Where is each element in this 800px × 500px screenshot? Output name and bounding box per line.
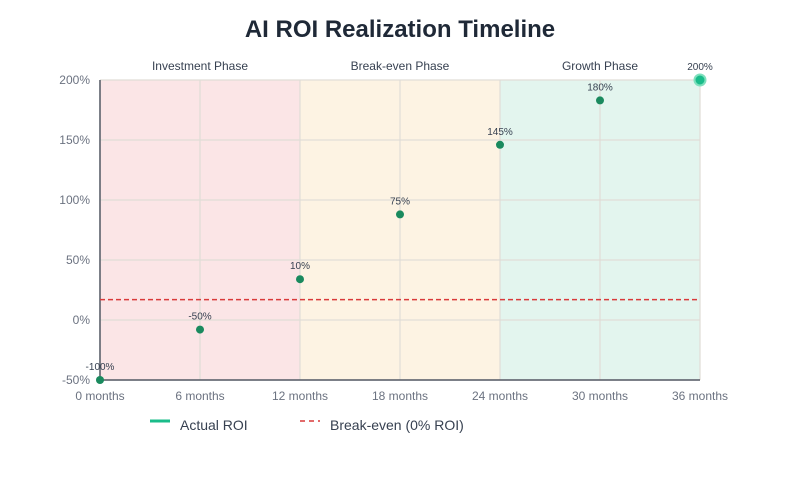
data-point [496, 140, 504, 149]
data-label: 180% [587, 82, 613, 93]
y-tick-label: -50% [62, 373, 90, 387]
data-point [693, 73, 707, 87]
phase-label: Growth Phase [562, 59, 638, 73]
data-label: 75% [390, 196, 410, 207]
legend-label-break-even: Break-even (0% ROI) [330, 417, 464, 433]
y-tick-label: 50% [66, 253, 90, 267]
data-point [296, 275, 304, 284]
x-tick-label: 24 months [472, 389, 528, 403]
y-tick-label: 0% [73, 313, 91, 327]
x-tick-label: 6 months [175, 389, 224, 403]
x-tick-label: 0 months [75, 389, 124, 403]
phase-label: Break-even Phase [351, 59, 450, 73]
y-tick-label: 150% [59, 133, 90, 147]
x-tick-label: 36 months [672, 389, 728, 403]
x-tick-label: 18 months [372, 389, 428, 403]
x-tick-label: 12 months [272, 389, 328, 403]
data-point [96, 376, 104, 384]
x-tick-label: 30 months [572, 389, 628, 403]
y-tick-label: 100% [59, 193, 90, 207]
phase-label: Investment Phase [152, 59, 248, 73]
data-label: -50% [188, 312, 211, 323]
data-label: 10% [290, 261, 310, 272]
data-point [396, 210, 404, 219]
data-label: 145% [487, 127, 513, 138]
data-label: 200% [687, 62, 713, 73]
data-label: -100% [86, 362, 115, 373]
chart-title: AI ROI Realization Timeline [244, 16, 556, 43]
data-point [596, 96, 604, 105]
data-point [196, 325, 204, 334]
y-tick-label: 200% [59, 73, 90, 87]
legend-label-actual-roi: Actual ROI [180, 417, 248, 433]
